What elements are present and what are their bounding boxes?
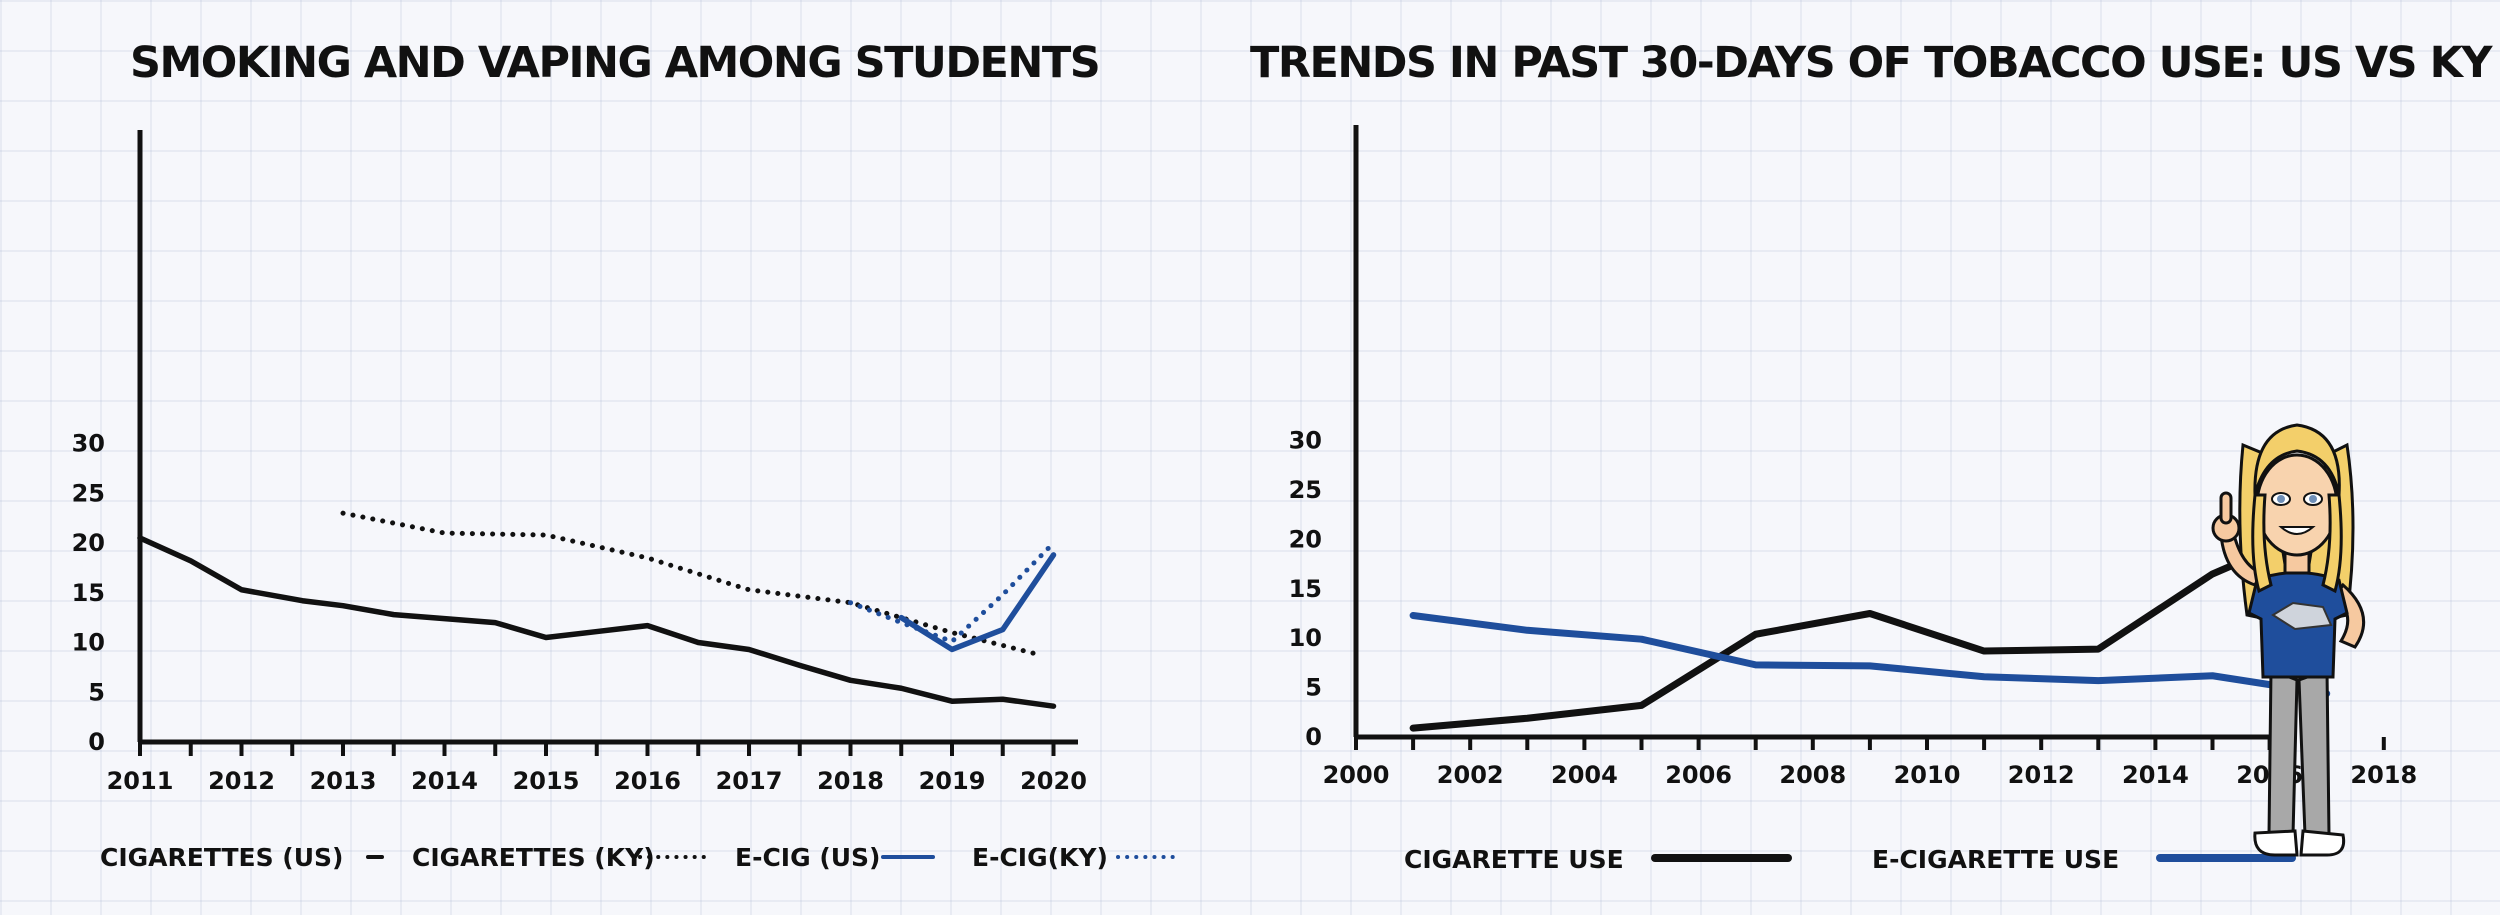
chart-title-tobacco-trends: TRENDS IN PAST 30-DAYS OF TOBACCO USE: U… <box>1250 38 2493 88</box>
x-tick-label: 2018 <box>2350 761 2417 789</box>
x-tick-label: 2020 <box>1020 767 1087 795</box>
y-tick-label: 25 <box>72 479 105 507</box>
legend-label-0: CIGARETTE USE <box>1404 845 1624 874</box>
series-line-0 <box>137 535 1057 709</box>
x-tick-label: 2012 <box>2008 761 2075 789</box>
y-tick-label: 5 <box>1305 674 1322 702</box>
x-tick-label: 2018 <box>817 767 884 795</box>
series-line-1 <box>340 510 1041 657</box>
x-tick-label: 2016 <box>614 767 681 795</box>
x-tick-label: 2008 <box>1779 761 1846 789</box>
x-tick-label: 2019 <box>919 767 986 795</box>
x-tick-label: 2011 <box>107 767 174 795</box>
y-tick-label: 30 <box>1289 427 1322 455</box>
y-tick-label: 15 <box>1289 575 1322 603</box>
y-tick-label: 10 <box>72 629 105 657</box>
y-tick-label: 20 <box>72 529 105 557</box>
x-tick-label: 2015 <box>513 767 580 795</box>
chart-title-smoking-vaping: SMOKING AND VAPING AMONG STUDENTS <box>130 38 1101 88</box>
x-tick-label: 2002 <box>1437 761 1504 789</box>
x-tick-label: 2012 <box>208 767 275 795</box>
character-avatar <box>2211 423 2365 857</box>
legend-label-3: E-CIG(KY) <box>972 843 1108 872</box>
legend-label-1: E-CIGARETTE USE <box>1872 845 2119 874</box>
series-line-0 <box>1409 521 2331 732</box>
legend-tobacco-trends: CIGARETTE USE E-CIGARETTE USE <box>1404 845 2296 874</box>
x-tick-label: 2017 <box>716 767 783 795</box>
y-tick-label: 20 <box>1289 525 1322 553</box>
legend-smoking-vaping: CIGARETTES (US) CIGARETTES (KY) E-CIG (US)… <box>100 843 1182 872</box>
y-tick-label: 30 <box>72 430 105 458</box>
series-line-1 <box>1409 611 2331 698</box>
y-tick-label: 0 <box>1305 723 1322 751</box>
x-tick-label: 2014 <box>411 767 478 795</box>
y-tick-label: 15 <box>72 579 105 607</box>
legend-label-0: CIGARETTES (US) <box>100 843 343 872</box>
x-tick-label: 2000 <box>1323 761 1390 789</box>
legend-label-1: CIGARETTES (KY) <box>412 843 655 872</box>
x-tick-label: 2006 <box>1665 761 1732 789</box>
y-tick-label: 0 <box>88 728 105 756</box>
series-line-3 <box>848 540 1056 645</box>
x-tick-label: 2014 <box>2122 761 2189 789</box>
chart-smoking-vaping: 0 5 10 15 20 25 30 2011 2012 2013 2014 2015 2016 2017… <box>72 130 1087 795</box>
x-tick-label: 2010 <box>1894 761 1961 789</box>
series-line-2 <box>898 552 1057 653</box>
x-tick-label: 2004 <box>1551 761 1618 789</box>
y-tick-label: 10 <box>1289 624 1322 652</box>
y-tick-label: 25 <box>1289 476 1322 504</box>
x-tick-label: 2013 <box>310 767 377 795</box>
legend-label-2: E-CIG (US) <box>735 843 880 872</box>
y-tick-label: 5 <box>88 678 105 706</box>
